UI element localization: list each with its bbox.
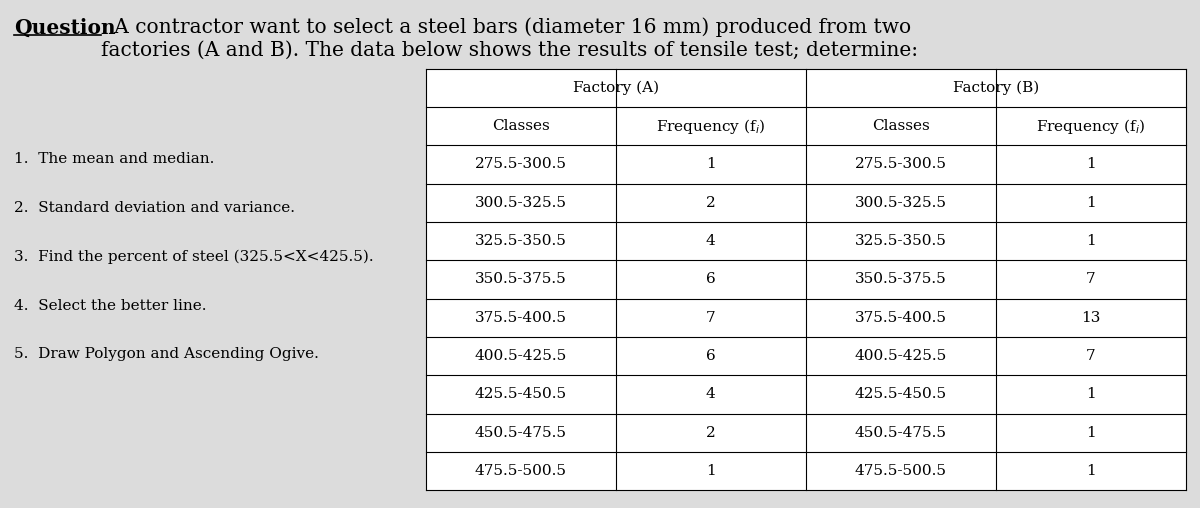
Text: 1: 1	[1086, 426, 1096, 440]
Text: 375.5-400.5: 375.5-400.5	[854, 311, 947, 325]
Text: 275.5-300.5: 275.5-300.5	[475, 157, 566, 171]
Text: 450.5-475.5: 450.5-475.5	[854, 426, 947, 440]
Text: 475.5-500.5: 475.5-500.5	[854, 464, 947, 478]
Text: 1: 1	[1086, 464, 1096, 478]
Text: 6: 6	[706, 272, 715, 287]
Text: 450.5-475.5: 450.5-475.5	[475, 426, 566, 440]
Text: 350.5-375.5: 350.5-375.5	[854, 272, 947, 287]
Text: 350.5-375.5: 350.5-375.5	[475, 272, 566, 287]
Text: : A contractor want to select a steel bars (diameter 16 mm) produced from two
fa: : A contractor want to select a steel ba…	[101, 18, 918, 59]
Text: 6: 6	[706, 349, 715, 363]
Text: 1: 1	[1086, 388, 1096, 401]
Text: 325.5-350.5: 325.5-350.5	[475, 234, 566, 248]
Text: 4: 4	[706, 388, 715, 401]
Text: 13: 13	[1081, 311, 1100, 325]
Text: 400.5-425.5: 400.5-425.5	[854, 349, 947, 363]
Text: Frequency (f$_i$): Frequency (f$_i$)	[656, 116, 766, 136]
Text: Factory (A): Factory (A)	[572, 81, 659, 95]
Text: 2.  Standard deviation and variance.: 2. Standard deviation and variance.	[14, 201, 295, 215]
Text: 425.5-450.5: 425.5-450.5	[475, 388, 568, 401]
Text: Factory (B): Factory (B)	[953, 81, 1039, 95]
Text: Question: Question	[14, 18, 116, 38]
Text: 425.5-450.5: 425.5-450.5	[854, 388, 947, 401]
Text: 1.  The mean and median.: 1. The mean and median.	[14, 152, 215, 167]
Text: 1: 1	[1086, 196, 1096, 210]
Text: 400.5-425.5: 400.5-425.5	[475, 349, 568, 363]
Text: 1: 1	[1086, 157, 1096, 171]
Text: 4.  Select the better line.: 4. Select the better line.	[14, 299, 206, 313]
Text: 7: 7	[1086, 272, 1096, 287]
Text: Classes: Classes	[872, 119, 930, 133]
Text: 7: 7	[1086, 349, 1096, 363]
Text: 275.5-300.5: 275.5-300.5	[854, 157, 947, 171]
Text: Classes: Classes	[492, 119, 550, 133]
Text: 1: 1	[706, 157, 715, 171]
Text: 375.5-400.5: 375.5-400.5	[475, 311, 566, 325]
Text: 4: 4	[706, 234, 715, 248]
Text: 2: 2	[706, 426, 715, 440]
Text: 300.5-325.5: 300.5-325.5	[475, 196, 566, 210]
Text: 300.5-325.5: 300.5-325.5	[854, 196, 947, 210]
Text: 475.5-500.5: 475.5-500.5	[475, 464, 566, 478]
Text: 3.  Find the percent of steel (325.5<X<425.5).: 3. Find the percent of steel (325.5<X<42…	[14, 250, 374, 264]
Text: 1: 1	[1086, 234, 1096, 248]
Text: 1: 1	[706, 464, 715, 478]
Text: 5.  Draw Polygon and Ascending Ogive.: 5. Draw Polygon and Ascending Ogive.	[14, 347, 319, 362]
Text: 325.5-350.5: 325.5-350.5	[854, 234, 947, 248]
Text: 7: 7	[706, 311, 715, 325]
Text: 2: 2	[706, 196, 715, 210]
Text: Frequency (f$_i$): Frequency (f$_i$)	[1036, 116, 1145, 136]
